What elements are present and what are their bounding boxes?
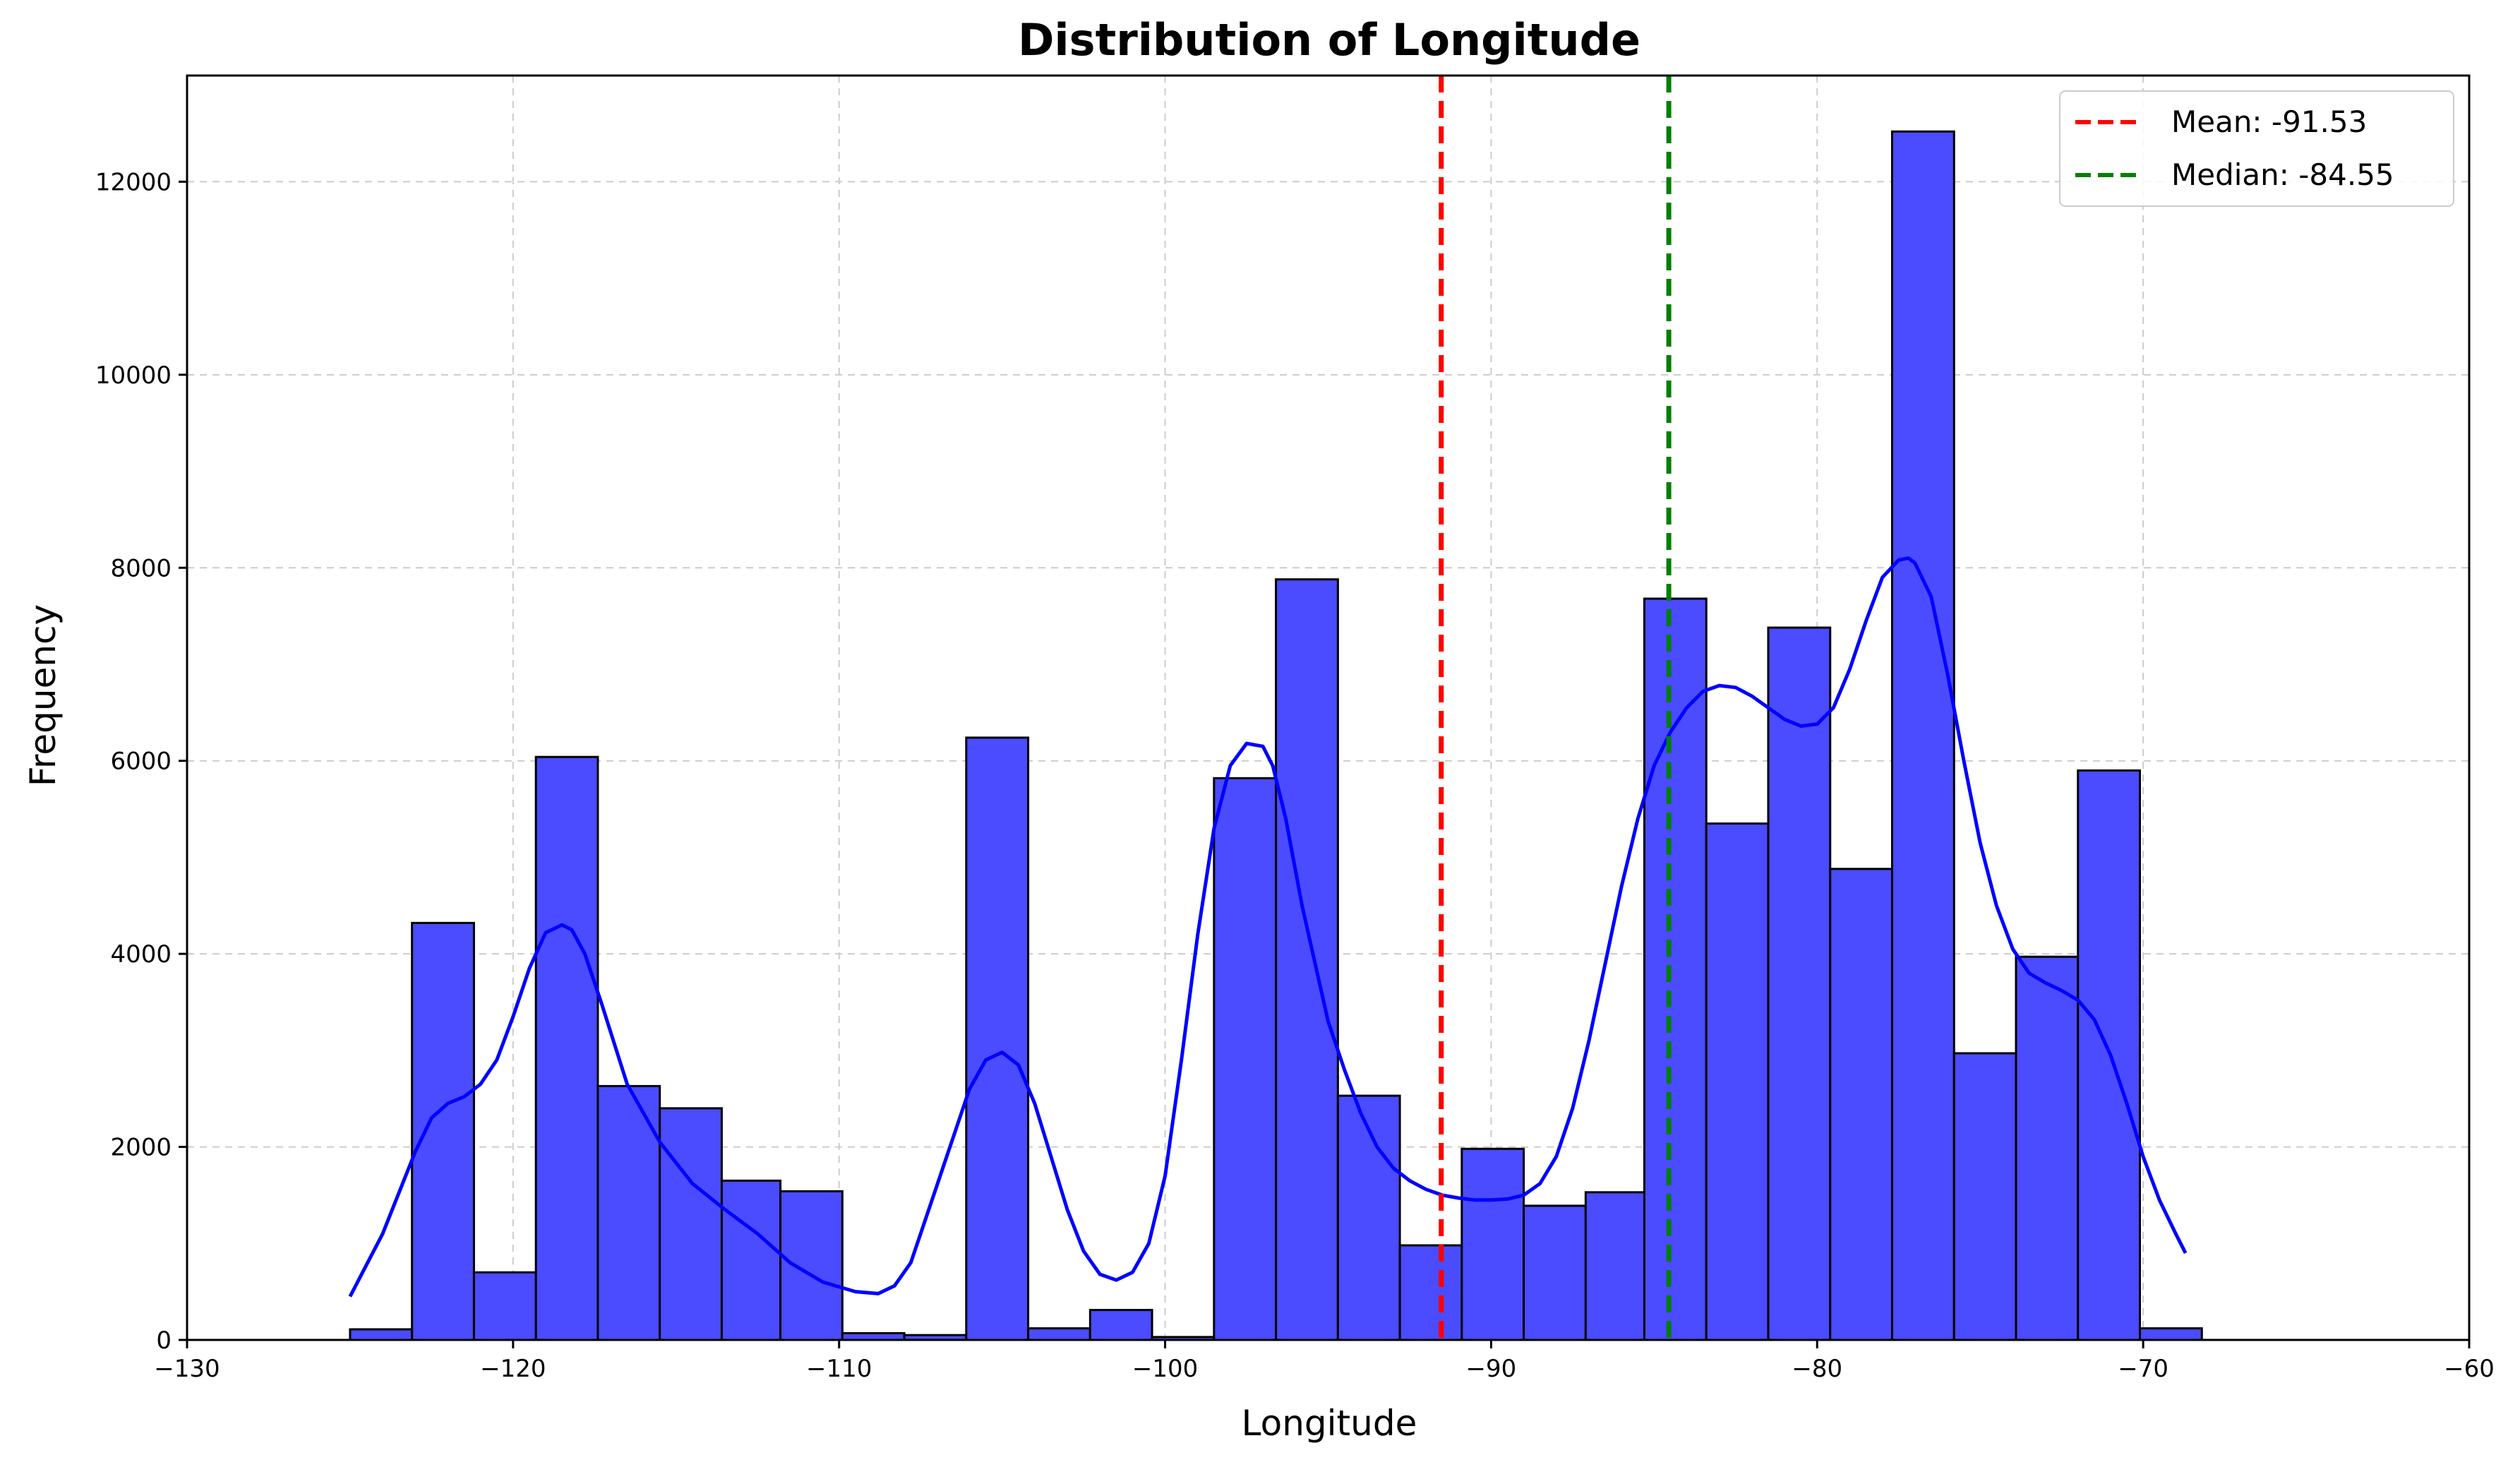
x-tick-label: −70 <box>2118 1355 2168 1383</box>
histogram-bar <box>1336 1094 1401 1341</box>
kde-curve-layer <box>348 556 2188 1298</box>
histogram-bar <box>659 1107 723 1341</box>
legend-mean-label: Mean: -91.53 <box>2171 104 2367 139</box>
histogram-bar <box>1275 578 1339 1341</box>
legend-median-label: Median: -84.55 <box>2171 157 2394 192</box>
histogram-bar <box>349 1328 414 1341</box>
x-axis-ticks: −130 −120 −110 −100 −90 −80 −70 −60 <box>154 1340 2495 1383</box>
histogram-bar <box>1705 822 1770 1341</box>
y-tick-label: 8000 <box>110 554 172 582</box>
histogram-bar <box>1213 777 1278 1341</box>
x-tick-label: −80 <box>1792 1355 1842 1383</box>
x-axis-title: Longitude <box>1242 1403 1417 1444</box>
x-tick-label: −130 <box>154 1355 220 1383</box>
histogram-bar <box>1829 868 1894 1341</box>
histogram-bar <box>1523 1204 1587 1341</box>
histogram-bar <box>411 921 475 1341</box>
plot-frame <box>186 74 2471 1341</box>
histogram-bar <box>1643 597 1708 1341</box>
histogram-bar <box>779 1190 844 1341</box>
x-tick-label: −100 <box>1132 1355 1198 1383</box>
histogram-bar <box>1027 1327 1091 1341</box>
histogram-bar <box>1952 1052 2017 1341</box>
y-tick-label: 0 <box>156 1327 172 1355</box>
legend: Mean: -91.53 Median: -84.55 <box>2059 90 2454 207</box>
histogram-bar <box>2015 955 2080 1341</box>
reference-lines <box>1439 76 1672 1340</box>
y-tick-label: 6000 <box>110 748 172 776</box>
histogram-bar <box>720 1179 782 1341</box>
histogram-bar <box>2139 1327 2203 1341</box>
histogram-bar <box>1460 1147 1525 1341</box>
legend-box <box>2059 90 2454 207</box>
y-tick-label: 10000 <box>95 361 172 390</box>
x-tick-label: −60 <box>2444 1355 2495 1383</box>
histogram-bar <box>1088 1309 1153 1341</box>
x-tick-label: −110 <box>806 1355 872 1383</box>
x-tick-label: −120 <box>480 1355 546 1383</box>
x-tick-label: −90 <box>1466 1355 1517 1383</box>
y-axis-ticks: 0 2000 4000 6000 8000 10000 12000 <box>95 168 187 1355</box>
histogram-bar <box>534 755 599 1341</box>
y-tick-label: 12000 <box>95 168 172 196</box>
chart-title: Distribution of Longitude <box>1018 14 1640 66</box>
y-tick-label: 4000 <box>110 940 172 969</box>
histogram-bar <box>472 1271 537 1341</box>
y-tick-label: 2000 <box>110 1134 172 1162</box>
histogram-bar <box>1767 626 1832 1341</box>
histogram-bar <box>1891 130 1955 1341</box>
kde-curve <box>348 556 2188 1298</box>
histogram-bar <box>1398 1244 1463 1341</box>
y-axis-title: Frequency <box>23 604 64 786</box>
histogram-bar <box>1584 1191 1646 1341</box>
histogram-bar <box>965 736 1030 1341</box>
